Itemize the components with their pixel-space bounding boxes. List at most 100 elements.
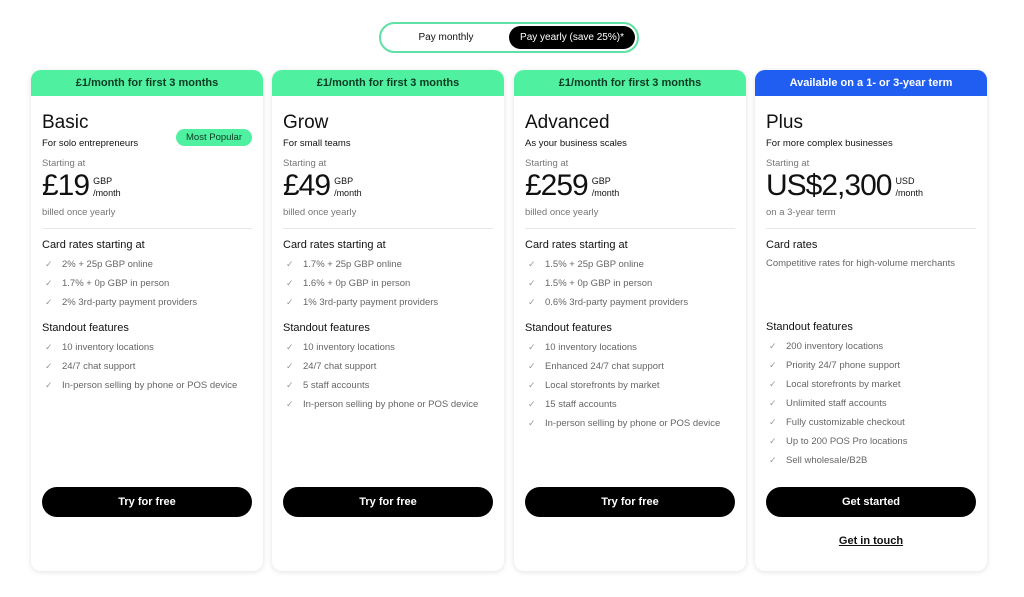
check-icon: ✓ xyxy=(286,297,294,307)
rate-item: ✓ 1.7% + 25p GBP online xyxy=(283,255,493,274)
billing-note: billed once yearly xyxy=(283,207,357,218)
pay-yearly-option[interactable]: Pay yearly (save 25%)* xyxy=(509,26,635,49)
starting-at-label: Starting at xyxy=(42,158,86,169)
feature-text: Local storefronts by market xyxy=(786,379,901,390)
rate-text: 1.5% + 25p GBP online xyxy=(545,259,644,270)
try-for-free-button[interactable]: Try for free xyxy=(283,487,493,517)
check-icon: ✓ xyxy=(45,361,53,371)
rate-item: ✓ 2% + 25p GBP online xyxy=(42,255,252,274)
pay-monthly-option[interactable]: Pay monthly xyxy=(418,32,474,43)
rate-item: ✓ 2% 3rd-party payment providers xyxy=(42,293,252,312)
get-in-touch-link[interactable]: Get in touch xyxy=(838,535,904,547)
check-icon: ✓ xyxy=(769,341,777,351)
price-currency: USD xyxy=(895,176,915,186)
check-icon: ✓ xyxy=(286,342,294,352)
check-icon: ✓ xyxy=(286,259,294,269)
feature-text: 15 staff accounts xyxy=(545,399,617,410)
card-rates-list: ✓ 2% + 25p GBP online ✓ 1.7% + 0p GBP in pe… xyxy=(42,255,252,312)
rate-item: ✓ 1.6% + 0p GBP in person xyxy=(283,274,493,293)
feature-item: ✓ 5 staff accounts xyxy=(283,376,493,395)
rate-text: 1.6% + 0p GBP in person xyxy=(303,278,411,289)
plan-name: Plus xyxy=(766,112,803,133)
feature-item: ✓ 24/7 chat support xyxy=(283,357,493,376)
feature-text: In-person selling by phone or POS device xyxy=(545,418,721,429)
check-icon: ✓ xyxy=(769,436,777,446)
plan-tagline: For more complex businesses xyxy=(766,138,893,149)
price-period: /month xyxy=(93,188,121,198)
get-started-button[interactable]: Get started xyxy=(766,487,976,517)
starting-at-label: Starting at xyxy=(766,158,810,169)
check-icon: ✓ xyxy=(45,278,53,288)
check-icon: ✓ xyxy=(286,278,294,288)
price-amount: US$2,300 xyxy=(766,169,892,202)
feature-text: In-person selling by phone or POS device xyxy=(303,399,479,410)
feature-text: In-person selling by phone or POS device xyxy=(62,380,238,391)
price-period: /month xyxy=(591,188,620,198)
plan-card-basic: £1/month for first 3 months Basic Most Po… xyxy=(31,70,263,571)
feature-text: Fully customizable checkout xyxy=(786,417,905,428)
rate-text: 1.7% + 25p GBP online xyxy=(303,259,402,270)
check-icon: ✓ xyxy=(528,278,536,288)
starting-at-label: Starting at xyxy=(283,158,327,169)
plan-banner: £1/month for first 3 months xyxy=(31,70,263,96)
rate-item: ✓ 1.5% + 25p GBP online xyxy=(525,255,735,274)
price-currency: GBP xyxy=(591,176,611,186)
try-for-free-button[interactable]: Try for free xyxy=(42,487,252,517)
check-icon: ✓ xyxy=(45,259,53,269)
features-list: ✓ 200 inventory locations ✓ Priority 24/7 p… xyxy=(766,337,976,470)
feature-text: Up to 200 POS Pro locations xyxy=(786,436,908,447)
price-amount: £49 xyxy=(283,169,331,202)
rate-text: 0.6% 3rd-party payment providers xyxy=(545,297,689,308)
feature-item: ✓ Priority 24/7 phone support xyxy=(766,356,976,375)
try-for-free-button[interactable]: Try for free xyxy=(525,487,735,517)
card-rates-heading: Card rates starting at xyxy=(283,239,386,251)
feature-item: ✓ Local storefronts by market xyxy=(766,375,976,394)
billing-note: billed once yearly xyxy=(525,207,599,218)
feature-text: 5 staff accounts xyxy=(303,380,370,391)
rate-text: 2% + 25p GBP online xyxy=(62,259,153,270)
check-icon: ✓ xyxy=(769,455,777,465)
plan-tagline: For solo entrepreneurs xyxy=(42,138,139,149)
feature-item: ✓ Fully customizable checkout xyxy=(766,413,976,432)
plan-card-plus: Available on a 1- or 3-year term Plus For… xyxy=(755,70,987,571)
feature-item: ✓ Up to 200 POS Pro locations xyxy=(766,432,976,451)
feature-text: Enhanced 24/7 chat support xyxy=(545,361,664,372)
plan-card-grow: £1/month for first 3 months Grow For smal… xyxy=(272,70,504,571)
check-icon: ✓ xyxy=(45,342,53,352)
feature-text: 10 inventory locations xyxy=(62,342,154,353)
price-currency: GBP xyxy=(334,176,354,186)
plan-name: Grow xyxy=(283,112,329,133)
billing-note: billed once yearly xyxy=(42,207,116,218)
rate-item: ✓ 1.5% + 0p GBP in person xyxy=(525,274,735,293)
feature-item: ✓ 10 inventory locations xyxy=(283,338,493,357)
plan-banner: Available on a 1- or 3-year term xyxy=(755,70,987,96)
plan-price: £259 GBP/month xyxy=(525,171,735,203)
check-icon: ✓ xyxy=(286,380,294,390)
feature-item: ✓ 200 inventory locations xyxy=(766,337,976,356)
plan-price: £19 GBP/month xyxy=(42,171,252,203)
check-icon: ✓ xyxy=(769,417,777,427)
feature-text: 10 inventory locations xyxy=(303,342,395,353)
feature-item: ✓ In-person selling by phone or POS devic… xyxy=(525,414,735,433)
check-icon: ✓ xyxy=(528,418,536,428)
price-amount: £259 xyxy=(525,169,589,202)
check-icon: ✓ xyxy=(528,361,536,371)
plan-tagline: For small teams xyxy=(283,138,351,149)
rate-item: ✓ 0.6% 3rd-party payment providers xyxy=(525,293,735,312)
rate-text: 1.5% + 0p GBP in person xyxy=(545,278,653,289)
feature-item: ✓ In-person selling by phone or POS devic… xyxy=(283,395,493,414)
feature-item: ✓ Enhanced 24/7 chat support xyxy=(525,357,735,376)
billing-toggle[interactable]: Pay monthly Pay yearly (save 25%)* xyxy=(379,22,639,53)
card-rates-list: ✓ 1.7% + 25p GBP online ✓ 1.6% + 0p GBP in … xyxy=(283,255,493,312)
price-amount: £19 xyxy=(42,169,90,202)
features-heading: Standout features xyxy=(42,322,129,334)
features-list: ✓ 10 inventory locations ✓ 24/7 chat suppor… xyxy=(42,338,252,395)
check-icon: ✓ xyxy=(769,398,777,408)
feature-item: ✓ Sell wholesale/B2B xyxy=(766,451,976,470)
card-rates-heading: Card rates starting at xyxy=(42,239,145,251)
divider xyxy=(283,228,493,229)
feature-text: Local storefronts by market xyxy=(545,380,660,391)
check-icon: ✓ xyxy=(286,399,294,409)
features-list: ✓ 10 inventory locations ✓ 24/7 chat suppor… xyxy=(283,338,493,414)
card-rates-heading: Card rates xyxy=(766,239,818,251)
